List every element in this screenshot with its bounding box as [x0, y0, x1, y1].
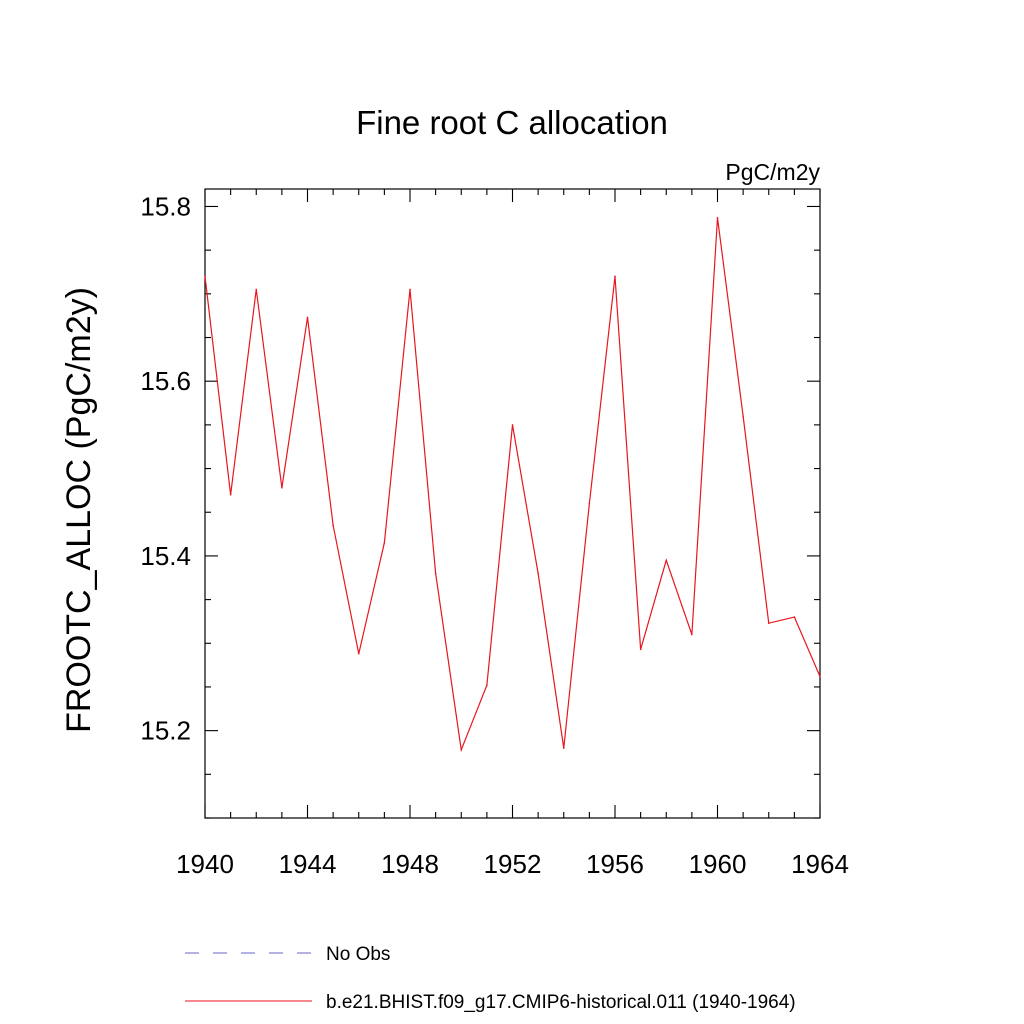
data-point: [255, 288, 258, 291]
data-point: [767, 622, 770, 624]
data-point: [742, 415, 744, 417]
data-point: [204, 275, 206, 278]
data-point: [537, 572, 539, 575]
data-point: [409, 288, 411, 291]
legend-label-0: No Obs: [326, 944, 390, 965]
data-point: [691, 633, 693, 636]
y-tick-label: 15.8: [140, 191, 191, 221]
data-point: [383, 542, 386, 544]
series-line-1: [204, 217, 821, 753]
axes: 1940 1944 1948 1952 1956 1960 1964 15.2 15.4 15.6…: [140, 188, 849, 879]
plot-frame: [204, 188, 821, 819]
data-point: [819, 675, 821, 678]
series-layer: [204, 217, 821, 753]
data-point: [511, 424, 514, 426]
y-tick-label: 15.6: [140, 366, 191, 396]
x-tick-label: 1964: [791, 849, 849, 879]
data-point: [793, 616, 796, 618]
x-tick-label: 1952: [484, 849, 542, 879]
data-point: [665, 559, 668, 562]
units-label: PgC/m2y: [725, 159, 820, 185]
data-point: [332, 524, 334, 527]
x-tick-label: 1944: [279, 849, 337, 879]
data-point: [588, 502, 591, 505]
data-point: [281, 486, 283, 489]
legend: No Obs b.e21.BHIST.f09_g17.CMIP6-historic…: [185, 944, 796, 1013]
x-tick-label: 1956: [586, 849, 644, 879]
data-point: [306, 316, 309, 319]
x-tick-label: 1948: [381, 849, 439, 879]
y-tick-label: 15.4: [140, 541, 191, 571]
data-point: [434, 572, 437, 575]
x-tick-label: 1960: [689, 849, 747, 879]
data-point: [357, 652, 360, 655]
data-point: [460, 749, 463, 751]
x-tick-label: 1940: [176, 849, 234, 879]
legend-label-1: b.e21.BHIST.f09_g17.CMIP6-historical.011…: [326, 992, 796, 1013]
data-point: [486, 684, 488, 687]
data-point: [614, 275, 616, 278]
data-point: [562, 747, 565, 749]
y-tick-label: 15.2: [140, 716, 191, 746]
data-point: [639, 648, 642, 651]
chart-title: Fine root C allocation: [356, 104, 668, 141]
data-point: [229, 493, 232, 496]
data-point: [716, 217, 719, 219]
y-axis-label: FROOTC_ALLOC (PgC/m2y): [60, 287, 98, 733]
